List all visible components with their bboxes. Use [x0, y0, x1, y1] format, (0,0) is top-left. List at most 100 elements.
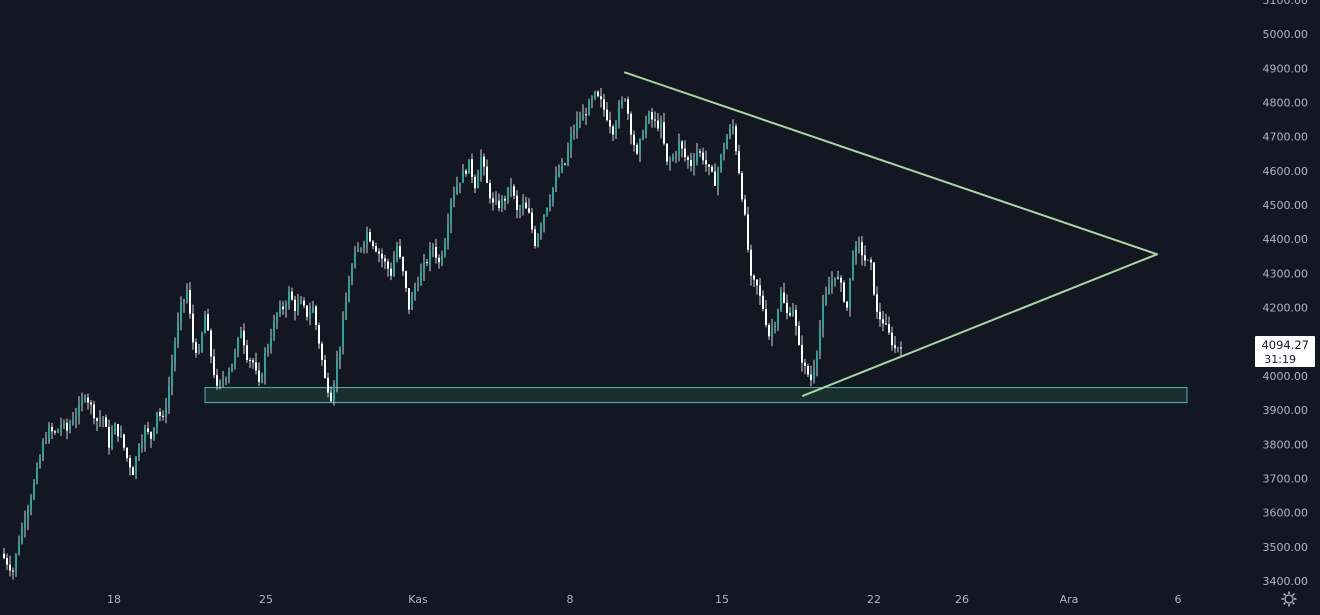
candle-body — [414, 287, 416, 296]
candle-body — [126, 447, 128, 459]
candle-body — [822, 303, 824, 329]
candle-body — [756, 279, 758, 286]
candle-body — [513, 186, 515, 196]
candle-body — [846, 301, 848, 308]
candle-body — [495, 200, 497, 203]
candle-body — [399, 246, 401, 258]
candle-body — [252, 360, 254, 363]
candle-body — [21, 527, 23, 543]
candle-body — [516, 195, 518, 210]
candle-body — [447, 223, 449, 244]
candle-body — [246, 345, 248, 360]
candle-body — [276, 313, 278, 322]
candle-body — [351, 267, 353, 283]
x-tick-label: 15 — [715, 593, 729, 606]
candle-body — [687, 157, 689, 160]
candle-body — [663, 122, 665, 144]
candle-body — [300, 300, 302, 304]
candle-body — [180, 302, 182, 322]
candle-body — [342, 319, 344, 347]
candle-body — [696, 151, 698, 162]
candle-body — [72, 419, 74, 425]
candle-body — [645, 122, 647, 134]
candle-body — [450, 200, 452, 224]
candle-body — [432, 246, 434, 250]
candle-body — [501, 198, 503, 209]
candle-body — [219, 381, 221, 386]
y-tick-label: 5000.00 — [1263, 28, 1309, 41]
candle-body — [546, 208, 548, 216]
candle-body — [489, 182, 491, 199]
candle-body — [672, 156, 674, 160]
candle-body — [519, 207, 521, 210]
candle-body — [804, 362, 806, 367]
candle-body — [711, 166, 713, 172]
candle-body — [147, 428, 149, 432]
candle-body — [327, 377, 329, 393]
candle-body — [738, 151, 740, 174]
candle-body — [624, 99, 626, 101]
candle-body — [498, 200, 500, 209]
candle-body — [777, 309, 779, 326]
candle-body — [720, 154, 722, 170]
candle-body — [897, 347, 899, 349]
candle-body — [222, 380, 224, 382]
y-tick-label: 4000.00 — [1263, 370, 1309, 383]
candle-body — [294, 299, 296, 312]
x-tick-label: 26 — [955, 593, 969, 606]
candle-body — [660, 122, 662, 129]
candle-body — [852, 257, 854, 279]
candle-body — [438, 257, 440, 263]
candle-body — [129, 458, 131, 468]
candle-body — [354, 252, 356, 268]
candle-body — [288, 291, 290, 305]
candle-body — [723, 148, 725, 155]
candle-body — [15, 553, 17, 572]
y-tick-label: 3800.00 — [1263, 438, 1309, 451]
candle-body — [192, 313, 194, 343]
triangle-upper-trendline[interactable] — [624, 71, 1158, 256]
candle-body — [231, 363, 233, 372]
candle-body — [690, 159, 692, 167]
candle-body — [849, 278, 851, 308]
candle-body — [585, 114, 587, 116]
candle-body — [486, 166, 488, 183]
x-tick-label: 22 — [867, 593, 881, 606]
gear-icon[interactable] — [1281, 591, 1297, 607]
triangle-lower-trendline[interactable] — [802, 253, 1158, 397]
candle-body — [366, 232, 368, 244]
candle-body — [564, 163, 566, 165]
candle-body — [114, 424, 116, 435]
candle-body — [78, 405, 80, 416]
candle-body — [510, 186, 512, 188]
candle-body — [375, 246, 377, 252]
bar-countdown: 31:19 — [1264, 353, 1296, 366]
candle-body — [54, 431, 56, 433]
candle-body — [597, 91, 599, 97]
candle-body — [390, 268, 392, 276]
candle-body — [603, 99, 605, 110]
candle-body — [357, 249, 359, 253]
candle-body — [369, 232, 371, 242]
candle-body — [417, 284, 419, 288]
candle-body — [195, 342, 197, 353]
candle-body — [600, 96, 602, 100]
candle-body — [45, 441, 47, 443]
candle-body — [795, 309, 797, 326]
candle-body — [18, 542, 20, 554]
candle-body — [642, 133, 644, 140]
candle-body — [384, 258, 386, 262]
candle-body — [576, 120, 578, 132]
support-zone[interactable] — [204, 387, 1188, 404]
candle-body — [591, 98, 593, 102]
candle-body — [138, 448, 140, 457]
candle-body — [132, 467, 134, 476]
candle-body — [555, 176, 557, 188]
candle-body — [621, 100, 623, 106]
candle-body — [234, 353, 236, 364]
candle-body — [240, 330, 242, 338]
candle-body — [318, 325, 320, 344]
